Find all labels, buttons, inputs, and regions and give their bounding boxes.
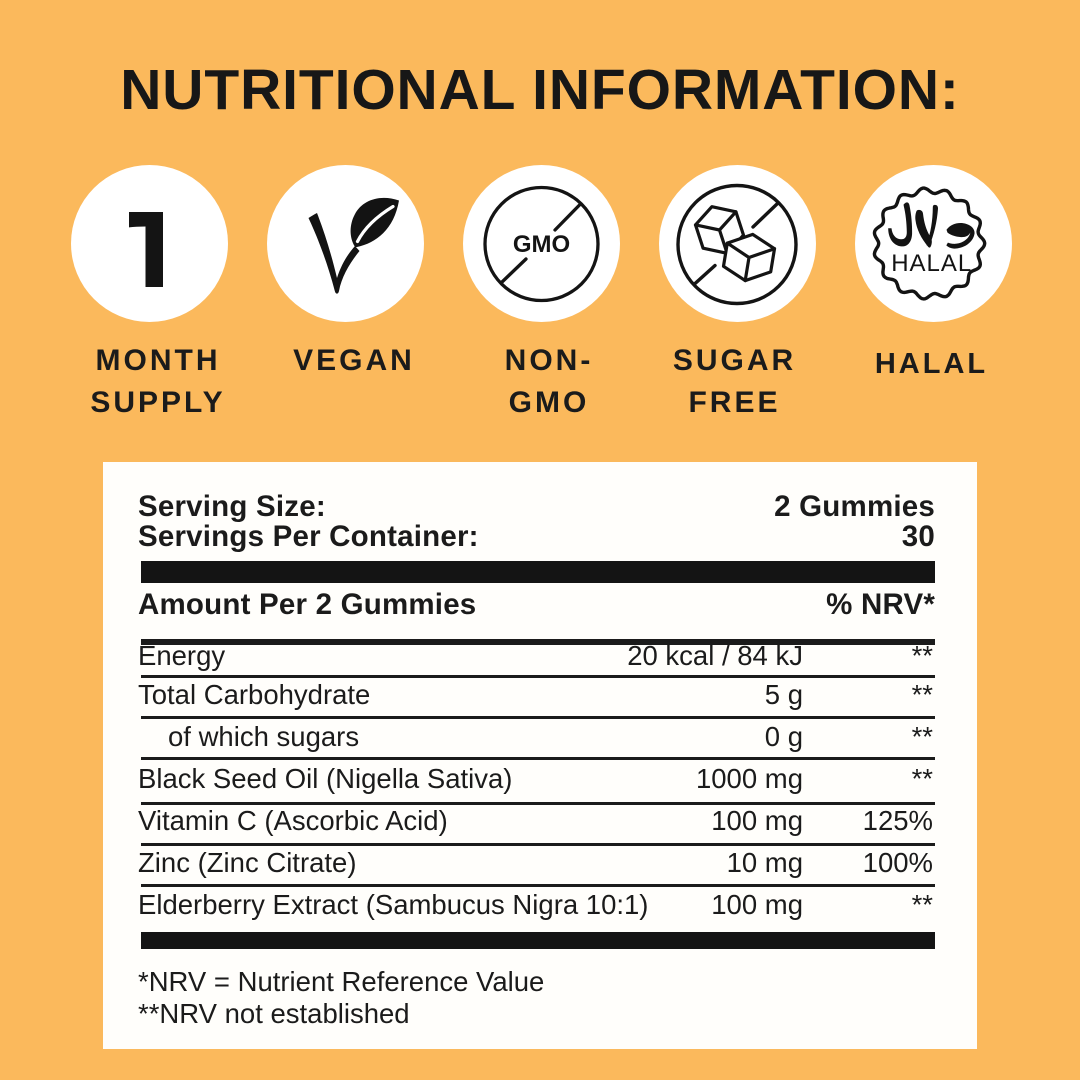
svg-text:GMO: GMO (513, 231, 570, 258)
